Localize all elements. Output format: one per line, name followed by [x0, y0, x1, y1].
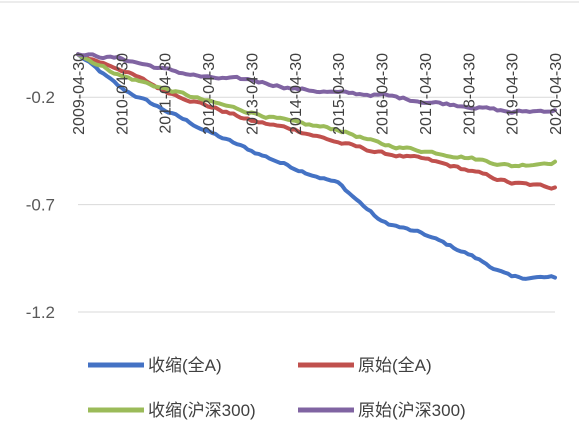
x-tick-label: 2010-04-30 — [114, 53, 131, 135]
series-line — [76, 52, 557, 281]
x-tick-label: 2013-04-30 — [244, 53, 261, 135]
series-line — [76, 52, 557, 169]
grid-layer — [78, 96, 555, 313]
series-line — [76, 52, 557, 191]
x-tick-label: 2020-04-30 — [548, 53, 565, 135]
y-tick-label: -0.2 — [26, 88, 55, 107]
x-tick-label: 2018-04-30 — [461, 53, 478, 135]
y-tick-label: -1.2 — [26, 303, 55, 322]
x-axis-ticks: 2009-04-30 2010-04-30 2011-04-30 2012-04-30… — [71, 53, 565, 135]
x-tick-label: 2014-04-30 — [288, 53, 305, 135]
legend-label: 收缩(全A) — [148, 356, 222, 375]
y-axis-ticks: -0.2 -0.7 -1.2 — [26, 88, 55, 322]
x-tick-label: 2017-04-30 — [418, 53, 435, 135]
series-layer — [76, 52, 557, 281]
legend-label: 原始(全A) — [358, 356, 432, 375]
series-line — [76, 52, 557, 115]
x-tick-label: 2015-04-30 — [331, 53, 348, 135]
x-tick-label: 2011-04-30 — [158, 53, 175, 134]
x-tick-label: 2016-04-30 — [375, 53, 392, 135]
legend-label: 收缩(沪深300) — [148, 401, 256, 420]
x-tick-label: 2012-04-30 — [201, 53, 218, 135]
legend: 收缩(全A) 原始(全A) 收缩(沪深300) 原始(沪深300) — [88, 356, 466, 420]
x-tick-label: 2019-04-30 — [505, 53, 522, 135]
x-tick-label: 2009-04-30 — [71, 53, 88, 135]
y-tick-label: -0.7 — [26, 196, 55, 215]
legend-label: 原始(沪深300) — [358, 401, 466, 420]
